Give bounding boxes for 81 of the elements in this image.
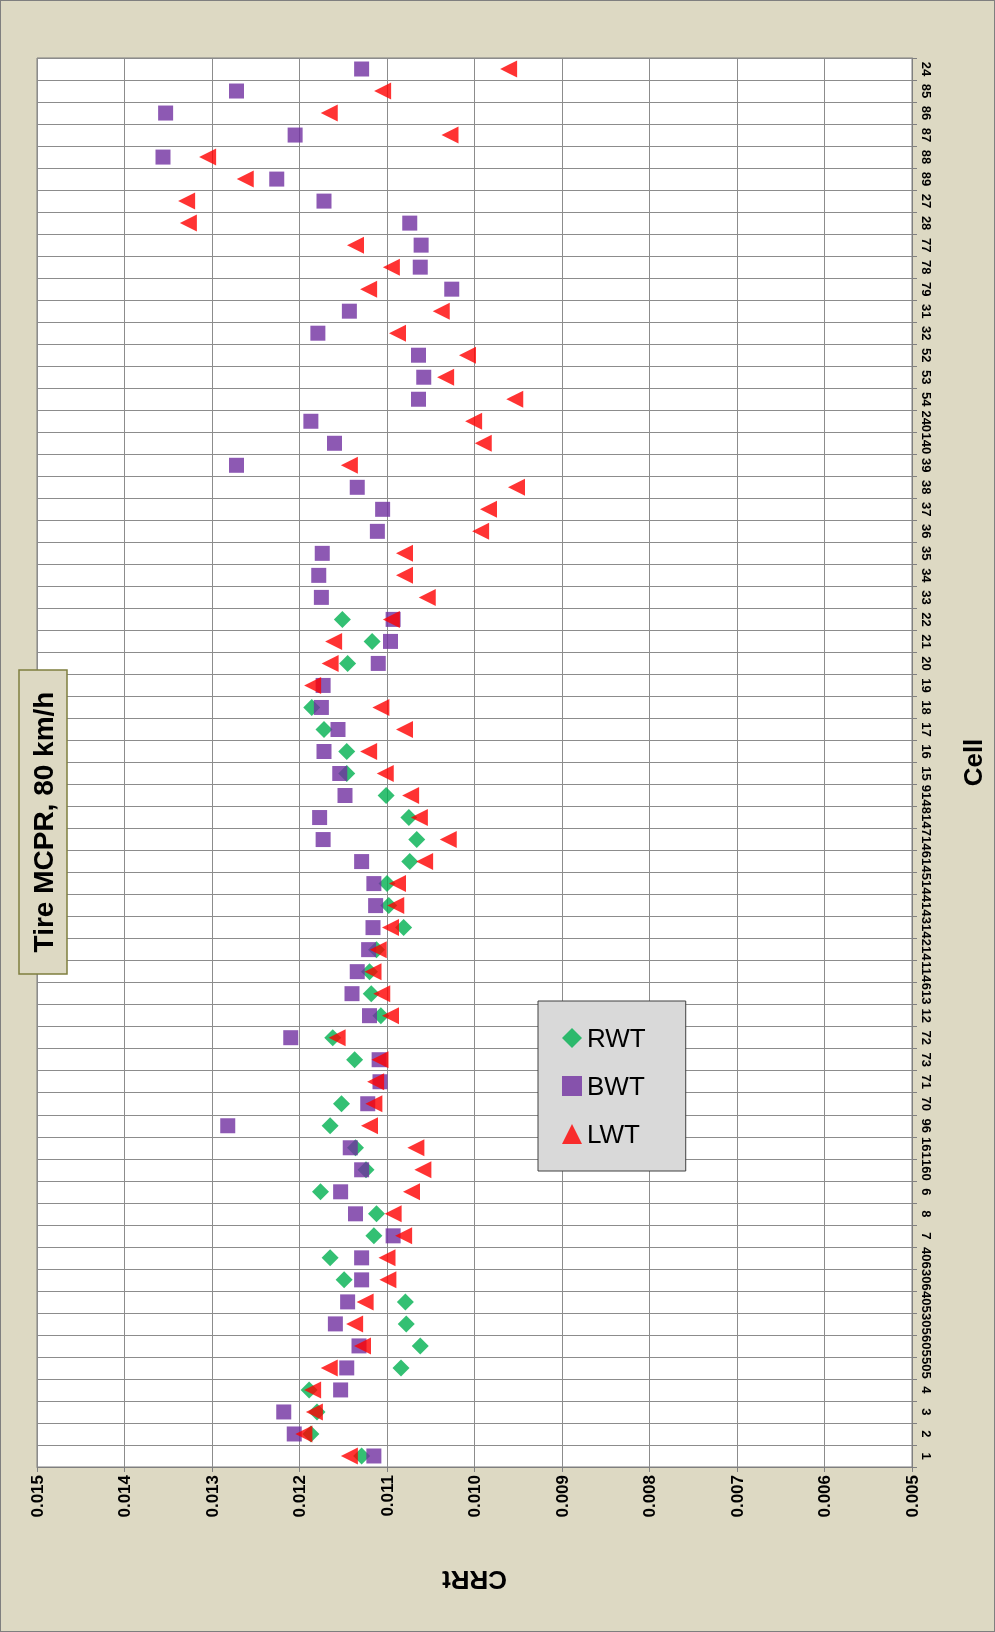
y-tick-label: 306 [919,1269,934,1291]
y-tick-label: 6 [919,1188,934,1196]
y-tick-label: 814 [919,806,934,830]
y-tick-label: 27 [919,193,934,209]
y-tick-label: 33 [919,590,934,605]
y-tick-label: 31 [919,303,934,319]
y-tick-label: 614 [919,850,934,874]
y-tick-label: 8 [919,1210,934,1218]
y-tick-label: 22 [919,612,934,627]
text: Tire MCPR, 80 km/h [27,691,59,953]
y-tick-label: 88 [919,149,934,165]
y-tick-label: 161 [919,1136,934,1159]
y-tick-label: 405 [919,1291,934,1313]
y-tick-label: 32 [919,325,934,341]
y-tick-label: 78 [919,259,934,275]
y-tick-label: 7 [919,1232,934,1240]
y-tick-label: 52 [919,347,934,363]
y-tick-label: 414 [919,894,934,918]
y-tick-label: 85 [919,83,934,99]
y-tick-label: 39 [919,458,934,473]
x-tick-label: 0.009 [552,1475,572,1518]
y-tick-label: 114 [919,961,934,983]
y-tick-label: 28 [919,215,934,231]
y-tick-label: 36 [919,524,934,539]
x-axis-title: CRRt [441,1565,507,1595]
y-tick-label: 70 [919,1096,934,1111]
y-tick-label: 160 [919,1158,934,1181]
legend-label: BWT [587,1071,645,1101]
x-tick-label: 0.013 [202,1475,222,1518]
y-tick-label: 305 [919,1313,934,1335]
y-tick-label: 214 [919,938,934,962]
legend-label: LWT [587,1119,641,1149]
y-tick-label: 71 [919,1074,934,1089]
legend-label: RWT [587,1023,646,1053]
y-tick-label: 73 [919,1052,934,1067]
y-tick-label: 34 [919,568,934,584]
y-tick-label: 613 [919,982,934,1005]
x-tick-label: 0.015 [27,1475,47,1518]
y-tick-label: 17 [919,722,934,737]
y-tick-label: 54 [919,392,934,408]
y-tick-label: 24 [919,61,934,77]
x-tick-label: 0.008 [640,1475,659,1518]
x-tick-label: 0.007 [727,1475,747,1518]
y-tick-label: 96 [919,1118,934,1133]
x-tick-label: 0.006 [815,1475,834,1518]
y-tick-label: 914 [919,784,934,808]
y-tick-label: 87 [919,127,934,143]
y-tick-label: 89 [919,171,934,187]
y-tick-label: 406 [919,1247,934,1269]
y-tick-label: 3 [919,1408,934,1416]
y-tick-label: 35 [919,546,934,561]
y-tick-label: 21 [919,634,934,649]
y-tick-label: 72 [919,1030,934,1045]
y-tick-label: 79 [919,281,934,297]
y-tick-label: 505 [919,1357,934,1379]
y-tick-label: 605 [919,1335,934,1357]
y-tick-label: 4 [919,1386,934,1395]
y-tick-label: 38 [919,480,934,495]
y-tick-label: 514 [919,872,934,896]
x-tick-label: 0.014 [115,1474,134,1518]
x-tick-label: 0.011 [377,1475,397,1517]
y-tick-label: 18 [919,700,934,715]
y-tick-label: 240 [919,410,934,433]
y-tick-label: 314 [919,916,934,940]
x-tick-label: 0.010 [465,1475,484,1518]
y-tick-label: 2 [919,1430,934,1438]
y-tick-label: 714 [919,828,934,852]
y-tick-label: 12 [919,1008,934,1023]
x-tick-label: 0.005 [902,1475,922,1518]
y-tick-label: 16 [919,744,934,759]
y-tick-label: 77 [919,237,934,253]
y-tick-label: 53 [919,369,934,385]
y-tick-label: 37 [919,502,934,517]
x-tick-label: 0.012 [290,1475,309,1518]
y-axis-title: Cell [958,738,988,787]
y-tick-label: 19 [919,678,934,693]
y-tick-label: 20 [919,656,934,671]
y-tick-label: 1 [919,1452,934,1460]
y-tick-label: 15 [919,766,934,781]
y-tick-label: 86 [919,105,934,121]
y-tick-label: 140 [919,432,934,455]
